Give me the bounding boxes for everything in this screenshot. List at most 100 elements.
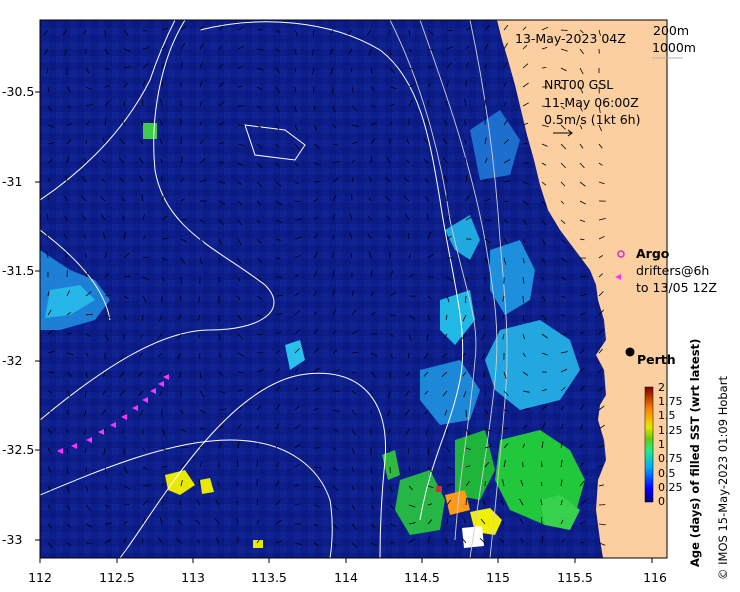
- current-vector: [408, 485, 413, 491]
- current-vector: [503, 257, 507, 265]
- drifter-position: [142, 397, 148, 403]
- current-vector: [424, 178, 429, 183]
- current-vector: [541, 67, 547, 69]
- current-vector: [484, 390, 486, 396]
- current-vector: [64, 216, 68, 221]
- current-vector: [85, 333, 92, 337]
- current-vector: [275, 143, 279, 148]
- current-vector: [138, 371, 144, 377]
- current-vector: [579, 48, 584, 55]
- current-vector: [123, 232, 126, 240]
- current-vector: [388, 29, 391, 35]
- current-vector: [104, 295, 111, 297]
- current-vector: [560, 143, 567, 150]
- current-vector: [275, 368, 281, 373]
- current-vector: [479, 537, 486, 544]
- current-vector: [522, 333, 525, 340]
- current-vector: [123, 295, 129, 300]
- current-vector: [465, 175, 468, 183]
- current-vector: [370, 86, 375, 91]
- current-vector: [461, 333, 467, 339]
- current-vector: [389, 121, 393, 126]
- current-vector: [176, 333, 182, 340]
- current-vector: [84, 447, 87, 453]
- current-vector: [541, 200, 547, 206]
- current-vector: [237, 460, 239, 468]
- current-vector: [275, 86, 280, 94]
- current-vector: [481, 314, 486, 321]
- drifter-position: [71, 443, 77, 449]
- current-vector: [294, 162, 300, 167]
- current-vector: [161, 447, 168, 452]
- current-vector: [408, 67, 415, 70]
- current-vector: [446, 80, 449, 88]
- current-vector: [218, 142, 224, 145]
- current-vector: [104, 118, 107, 126]
- current-vector: [180, 480, 183, 487]
- current-vector: [123, 537, 127, 544]
- current-vector: [66, 311, 71, 316]
- current-vector: [256, 86, 263, 91]
- current-vector: [351, 485, 355, 491]
- current-vector: [520, 537, 524, 544]
- current-vector: [427, 232, 431, 240]
- current-vector: [503, 61, 508, 69]
- current-vector: [47, 158, 53, 164]
- current-vector: [237, 143, 245, 147]
- current-vector: [237, 181, 242, 185]
- current-vector: [541, 219, 547, 226]
- current-vector: [313, 86, 315, 93]
- current-vector: [275, 48, 280, 53]
- current-vector: [484, 238, 492, 244]
- current-vector: [237, 295, 241, 301]
- current-vector: [389, 485, 394, 493]
- current-vector: [161, 63, 165, 69]
- current-vector: [332, 542, 337, 547]
- y-axis-ticks: [35, 91, 40, 541]
- current-vector: [598, 444, 605, 449]
- current-vector: [442, 352, 448, 358]
- current-vector: [237, 162, 244, 166]
- current-vector: [237, 219, 243, 226]
- current-vector: [275, 480, 280, 487]
- current-vector: [484, 428, 492, 432]
- current-vector: [408, 84, 416, 88]
- current-vector: [424, 409, 429, 415]
- current-vector: [465, 498, 467, 506]
- current-vector: [142, 29, 148, 32]
- current-vector: [425, 428, 429, 436]
- current-vector: [122, 214, 125, 221]
- current-vector: [218, 181, 226, 184]
- current-vector: [442, 156, 448, 164]
- current-vector: [47, 409, 53, 414]
- current-vector: [484, 461, 490, 468]
- current-vector: [541, 295, 546, 302]
- current-vector: [389, 292, 397, 297]
- current-vector: [85, 291, 92, 297]
- city-label-perth: Perth: [637, 352, 676, 367]
- current-vector: [446, 235, 452, 240]
- argo-legend-symbol: [617, 250, 625, 258]
- current-vector: [484, 198, 491, 202]
- current-vector: [218, 257, 221, 263]
- current-vector: [560, 219, 566, 224]
- current-vector: [66, 504, 71, 511]
- current-vector: [275, 519, 282, 525]
- current-vector: [408, 48, 413, 53]
- current-vector: [294, 503, 301, 506]
- current-vector: [294, 292, 300, 297]
- current-vector: [579, 480, 585, 487]
- current-vector: [560, 519, 564, 525]
- current-vector: [484, 409, 489, 415]
- current-vector: [560, 460, 563, 468]
- current-vector: [66, 123, 73, 126]
- current-vector: [332, 369, 340, 373]
- current-vector: [313, 523, 318, 527]
- current-vector: [502, 314, 505, 320]
- current-vector: [462, 371, 467, 377]
- current-vector: [180, 409, 184, 414]
- current-vector: [218, 390, 225, 394]
- current-vector: [142, 256, 149, 259]
- current-vector: [426, 213, 429, 221]
- current-vector: [370, 291, 374, 297]
